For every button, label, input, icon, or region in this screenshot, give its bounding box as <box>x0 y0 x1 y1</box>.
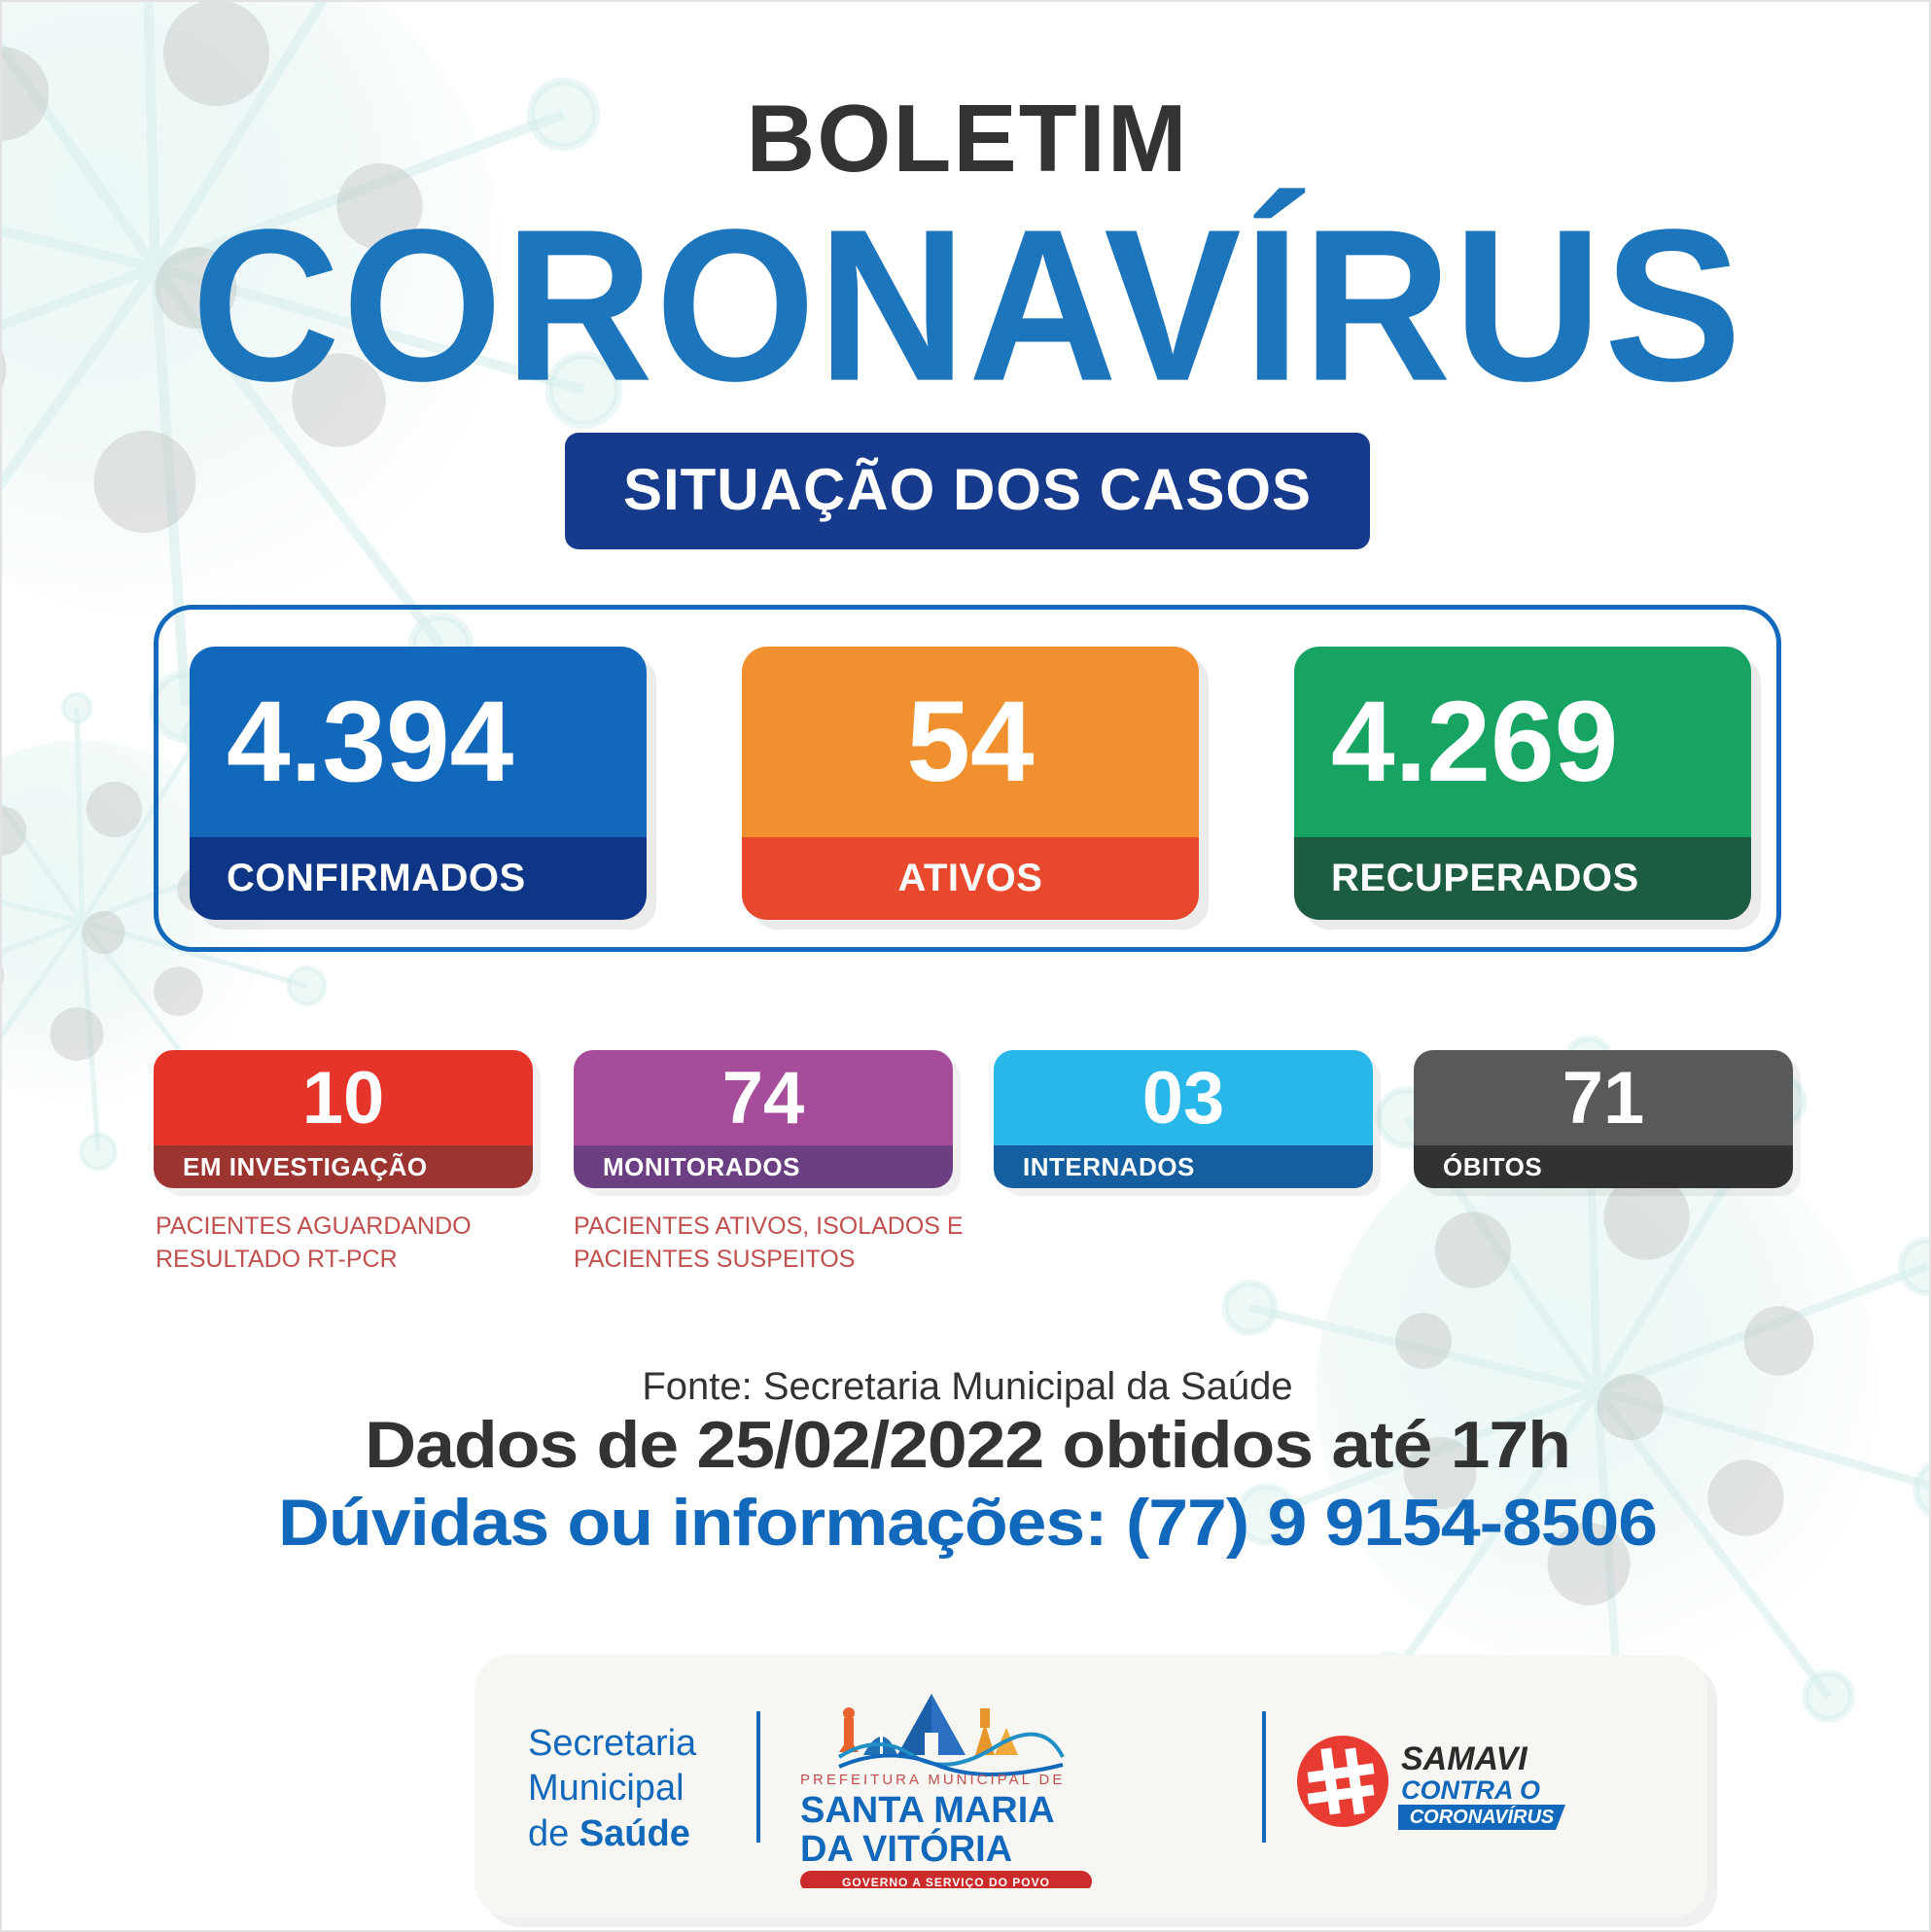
svg-text:CORONAVÍRUS: CORONAVÍRUS <box>1410 1806 1555 1828</box>
svg-text:DA VITÓRIA: DA VITÓRIA <box>800 1827 1012 1870</box>
svg-text:GOVERNO A SERVIÇO DO POVO: GOVERNO A SERVIÇO DO POVO <box>842 1876 1050 1888</box>
svg-text:PREFEITURA MUNICIPAL DE: PREFEITURA MUNICIPAL DE <box>800 1772 1065 1788</box>
svg-text:SAMAVI: SAMAVI <box>1401 1740 1528 1777</box>
svg-text:SANTA MARIA: SANTA MARIA <box>800 1790 1055 1831</box>
svg-text:CONTRA O: CONTRA O <box>1401 1775 1540 1805</box>
